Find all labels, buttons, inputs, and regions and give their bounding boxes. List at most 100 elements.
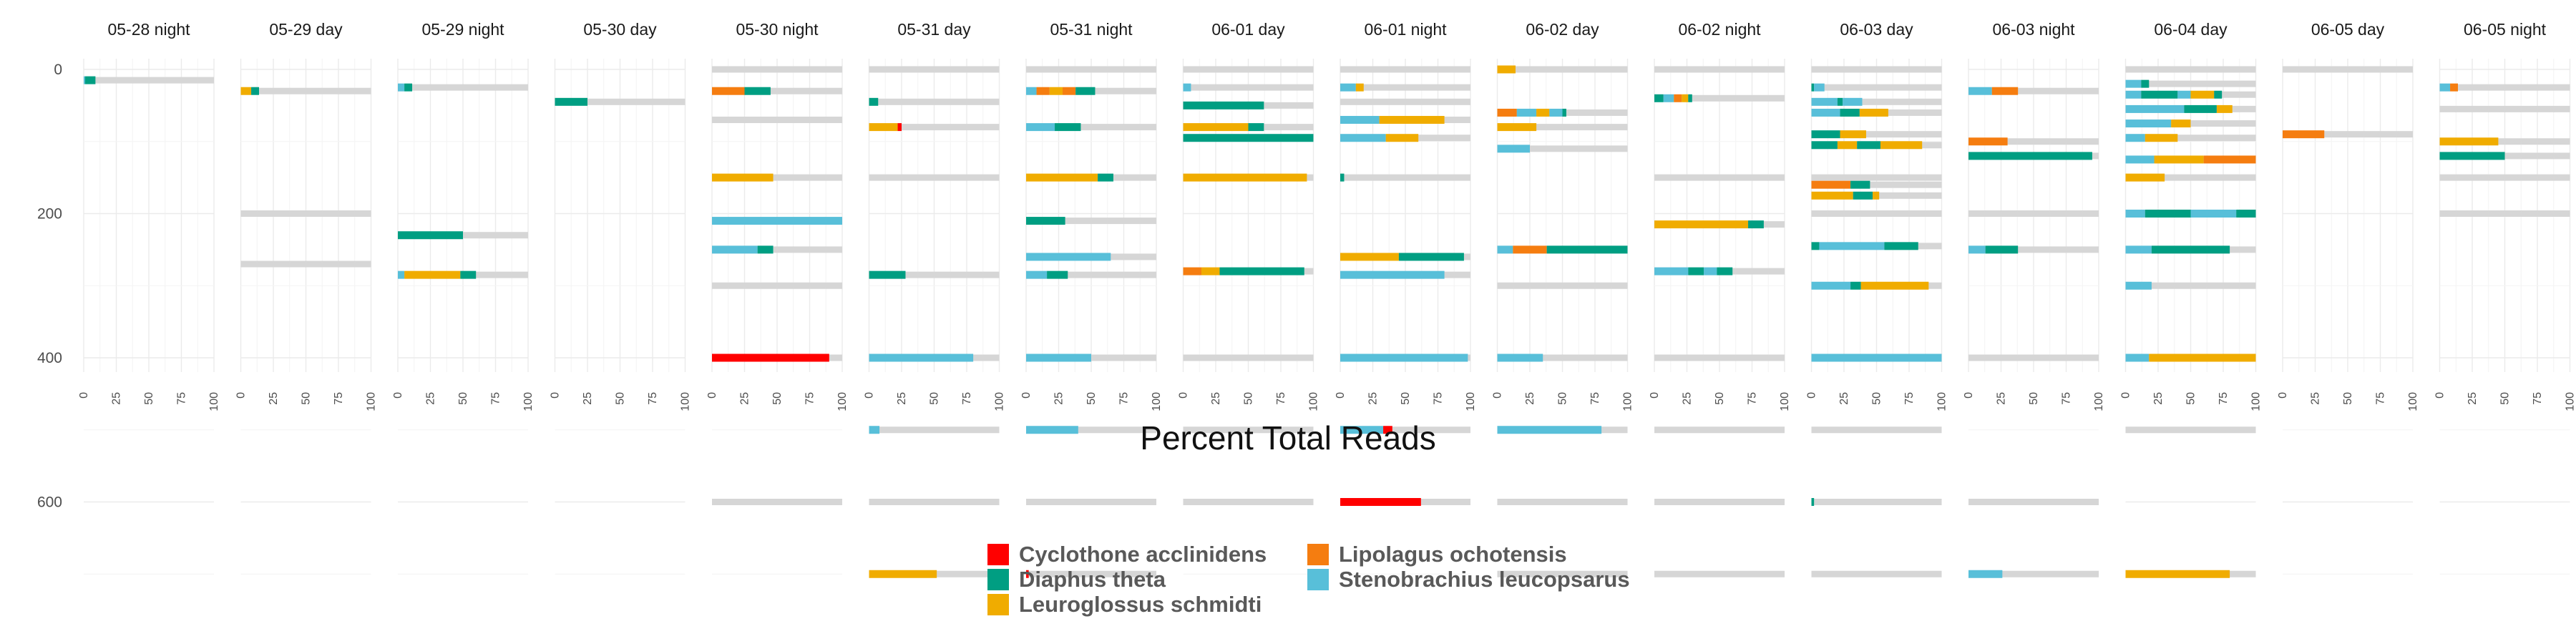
x-tick-label: 50 [2499,392,2512,405]
x-tick-label: 50 [1557,392,1569,405]
x-tick-label: 25 [2152,392,2165,405]
bar-background [2125,426,2256,434]
bar-segment [1814,83,1825,92]
panel-title: 06-03 day [1840,20,1913,39]
x-axis-label: Percent Total Reads [1140,419,1436,457]
x-tick-label: 0 [78,392,90,399]
bar-background [1654,354,1785,361]
bar-segment [744,87,771,95]
bar-segment [1549,108,1563,117]
x-tick-label: 25 [1053,392,1065,405]
bar-segment [2190,210,2237,218]
bar-segment [1536,108,1550,117]
bar-segment [1340,116,1380,125]
bar-segment [1036,87,1050,95]
bar-segment [84,76,96,84]
bar-background [1497,124,1628,131]
bar-background [1026,499,1156,505]
bar-background [712,87,842,94]
bar-background [1654,66,1785,73]
bar-background [240,87,371,94]
bar-segment [1026,353,1091,362]
bar-segment [1047,270,1068,279]
x-tick-label: 50 [929,392,941,405]
facet-panel: 06-03 day 0 25 50 75 100 [1806,20,1948,577]
x-tick-label: 75 [2375,392,2387,405]
x-tick-label: 0 [1806,392,1818,399]
bar-segment [1853,191,1873,200]
bar-segment [2439,152,2505,160]
bar-segment [1497,353,1543,362]
panel-title: 05-29 night [421,20,504,39]
bar-segment [1183,83,1191,92]
bar-background [712,282,842,289]
bar-background [1497,145,1628,152]
x-tick-label: 100 [1308,392,1320,411]
x-tick-label: 100 [836,392,849,411]
bar-segment [2151,245,2230,254]
bar-segment [2203,155,2256,164]
bar-segment [1674,94,1682,102]
bar-background [1811,98,1942,105]
bar-segment [1026,217,1065,225]
bar-segment [1183,267,1201,275]
facet-panel: 06-02 day 0 25 50 75 100 [1492,20,1634,577]
panel-title: 05-31 day [897,20,971,39]
bar-background [1183,499,1314,505]
bar-segment [1811,141,1838,150]
x-tick-label: 75 [1903,392,1916,405]
bar-segment [1704,267,1717,275]
bar-background [1811,570,1942,577]
bar-segment [1688,94,1692,102]
x-tick-label: 25 [111,392,123,405]
bar-segment [2190,90,2215,99]
bar-segment [1819,242,1885,250]
bar-background [1811,84,1942,91]
bar-background [240,260,371,268]
x-tick-label: 100 [2565,392,2576,411]
x-tick-label: 75 [1433,392,1445,405]
bar-segment [1062,87,1076,95]
bar-segment [1860,281,1929,290]
bar-background [712,499,842,505]
x-tick-label: 50 [615,392,627,405]
x-tick-label: 25 [1210,392,1222,405]
bar-segment [2125,281,2152,290]
facet-panel: 05-30 night 0 25 50 75 100 [706,20,849,575]
legend-swatch [1307,544,1329,565]
bar-segment [1654,267,1689,275]
bar-segment [1873,191,1880,200]
legend-item: Leuroglossus schmidti [987,592,1262,617]
x-tick-label: 25 [268,392,280,405]
legend: Cyclothone acclinidens Diaphus theta Leu… [987,542,1703,621]
bar-segment [1850,281,1861,290]
legend-label: Cyclothone acclinidens [1019,542,1267,567]
bar-segment [1663,94,1674,102]
bar-segment [1340,270,1445,279]
bar-segment [869,97,879,106]
bar-segment [1811,180,1851,189]
x-tick-label: 25 [582,392,594,405]
x-tick-label: 25 [2310,392,2322,405]
facet-panel: 06-01 day 0 25 50 75 100 [1178,20,1320,575]
bar-background [240,210,371,217]
bar-segment [1219,267,1304,275]
panel-title: 05-29 day [269,20,343,39]
x-tick-label: 100 [2250,392,2263,411]
bar-segment [2216,104,2233,113]
bar-background [869,426,1000,434]
bar-segment [1513,245,1547,254]
bar-segment [404,270,461,279]
bar-background [869,174,1000,181]
x-tick-label: 75 [176,392,188,405]
bar-segment [1811,242,1820,250]
bar-background [1811,131,1942,138]
panel-title: 06-05 day [2311,20,2385,39]
bar-segment [712,173,774,182]
bar-segment [1811,83,1815,92]
x-tick-label: 25 [1367,392,1380,405]
bar-segment [869,270,906,279]
x-tick-label: 25 [1838,392,1850,405]
bar-segment [2283,130,2325,139]
bar-background [712,66,842,73]
